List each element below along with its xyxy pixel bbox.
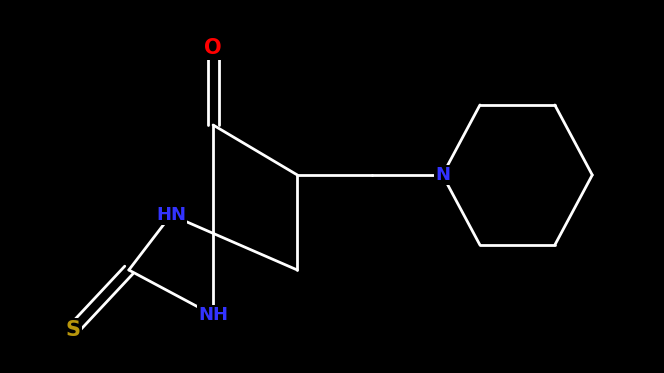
Text: N: N bbox=[435, 166, 450, 184]
Text: NH: NH bbox=[198, 306, 228, 324]
Text: HN: HN bbox=[156, 206, 186, 224]
Text: S: S bbox=[65, 320, 80, 340]
Text: O: O bbox=[205, 38, 222, 58]
